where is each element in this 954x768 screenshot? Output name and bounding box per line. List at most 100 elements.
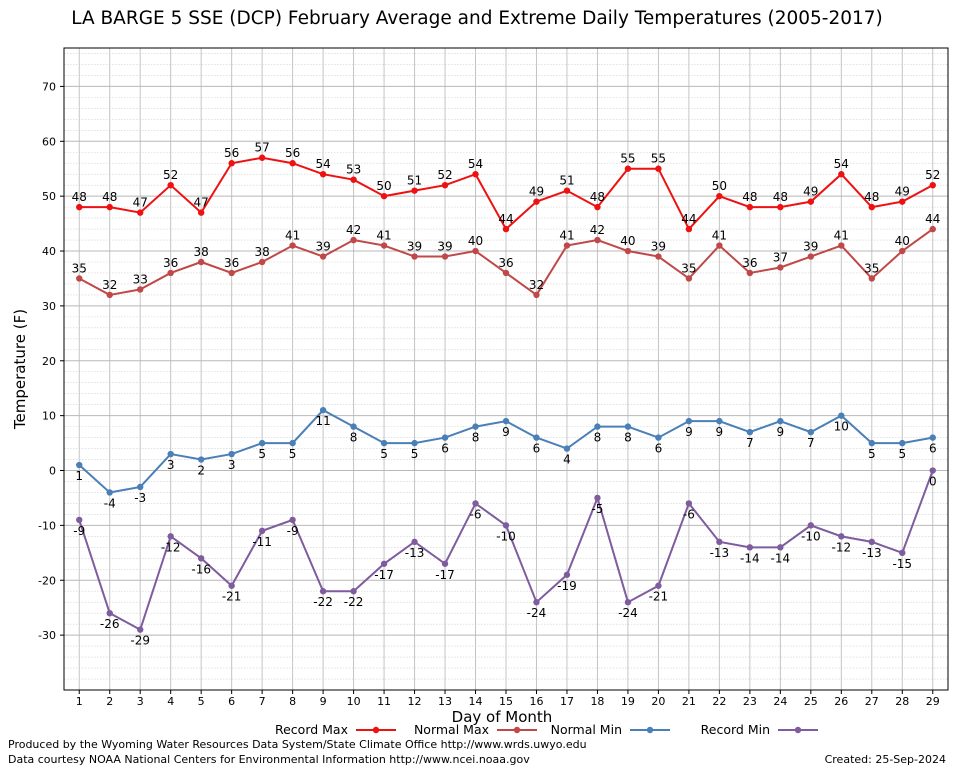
x-tick-label: 26	[834, 695, 848, 708]
legend-swatch-marker	[794, 726, 802, 734]
data-point	[289, 160, 296, 167]
data-point	[441, 181, 449, 189]
data-label: 38	[254, 245, 269, 259]
data-label: -5	[591, 502, 603, 516]
data-label: 42	[590, 223, 605, 237]
data-point	[167, 450, 174, 458]
data-point	[289, 439, 296, 447]
data-label: 48	[773, 190, 788, 204]
data-label: -9	[73, 524, 85, 538]
x-axis-label: Day of Month	[452, 708, 553, 726]
data-label: 54	[468, 157, 483, 171]
data-label: 41	[712, 229, 727, 243]
data-label: 8	[350, 431, 358, 445]
credit-wrds: Produced by the Wyoming Water Resources …	[8, 738, 587, 751]
data-label: 47	[133, 196, 148, 210]
data-label: 1	[75, 469, 83, 483]
x-tick-label: 12	[408, 695, 422, 708]
data-point	[167, 269, 174, 277]
data-point	[624, 423, 632, 430]
data-label: -13	[405, 546, 425, 560]
data-label: 6	[929, 442, 937, 456]
data-point	[289, 516, 296, 524]
data-label: 2	[197, 464, 205, 478]
y-tick-label: -30	[38, 629, 56, 642]
data-label: 3	[167, 458, 175, 472]
data-label: -24	[527, 606, 547, 620]
data-point	[594, 203, 601, 211]
y-tick-label: 10	[42, 410, 56, 423]
data-point	[472, 500, 479, 507]
data-point	[441, 434, 449, 441]
data-point	[655, 582, 662, 589]
x-tick-label: 27	[865, 695, 879, 708]
x-tick-label: 21	[682, 695, 696, 708]
data-label: -19	[557, 579, 577, 593]
credit-noaa: Data courtesy NOAA National Centers for …	[8, 753, 530, 766]
data-label: -26	[100, 617, 120, 631]
y-tick-label: 0	[49, 465, 56, 478]
data-label: 5	[411, 447, 419, 461]
data-point	[563, 445, 571, 452]
data-label: 9	[502, 425, 510, 439]
data-label: 36	[224, 256, 239, 270]
data-point	[746, 428, 754, 436]
chart-title: LA BARGE 5 SSE (DCP) February Average an…	[71, 8, 883, 29]
data-label: 48	[864, 190, 879, 204]
data-label: 32	[529, 278, 544, 292]
data-point	[319, 171, 327, 178]
data-point	[868, 275, 875, 282]
x-tick-label: 1	[76, 695, 83, 708]
x-tick-label: 13	[438, 695, 452, 708]
data-point	[838, 242, 845, 249]
data-label: 40	[468, 234, 483, 248]
data-point	[411, 253, 418, 260]
data-label: 6	[441, 442, 449, 456]
series-record-max: 48 48 47 52 47 56 57 56 54 53 50 51 52 54 44 49 51 48 55 55…	[72, 141, 940, 233]
data-point	[350, 236, 357, 244]
data-label: 36	[742, 256, 757, 270]
x-tick-label: 9	[320, 695, 327, 708]
data-point	[563, 571, 571, 578]
data-point	[563, 187, 571, 194]
data-label: 39	[407, 240, 422, 254]
data-point	[137, 483, 144, 491]
data-label: 44	[925, 212, 940, 226]
data-point	[289, 242, 296, 249]
data-label: 37	[773, 250, 788, 264]
x-tick-label: 18	[590, 695, 604, 708]
data-point	[624, 599, 632, 606]
x-tick-label: 23	[743, 695, 757, 708]
x-tick-label: 8	[289, 695, 296, 708]
x-tick-label: 7	[259, 695, 266, 708]
x-tick-label: 24	[773, 695, 787, 708]
data-label: -21	[649, 590, 669, 604]
data-point	[746, 203, 754, 211]
data-label: 48	[590, 190, 605, 204]
created-date: Created: 25-Sep-2024	[824, 753, 946, 766]
y-tick-label: -10	[38, 519, 56, 532]
data-label: 6	[655, 442, 663, 456]
data-point	[533, 198, 540, 205]
data-label: 36	[498, 256, 513, 270]
data-label: 5	[898, 447, 906, 461]
data-point	[258, 154, 266, 161]
data-label: 38	[194, 245, 209, 259]
data-point	[777, 203, 784, 211]
data-point	[685, 500, 693, 507]
x-tick-label: 16	[529, 695, 543, 708]
data-label: 8	[594, 431, 602, 445]
data-point	[228, 269, 235, 277]
data-label: 9	[777, 425, 785, 439]
x-tick-label: 15	[499, 695, 513, 708]
data-label: 54	[315, 157, 330, 171]
data-label: 41	[834, 229, 849, 243]
data-point	[624, 247, 632, 255]
data-point	[807, 253, 815, 260]
data-point	[716, 242, 723, 249]
data-point	[472, 247, 479, 255]
x-tick-label: 6	[228, 695, 235, 708]
data-point	[411, 538, 418, 546]
data-point	[258, 258, 266, 266]
data-label: 54	[834, 157, 849, 171]
